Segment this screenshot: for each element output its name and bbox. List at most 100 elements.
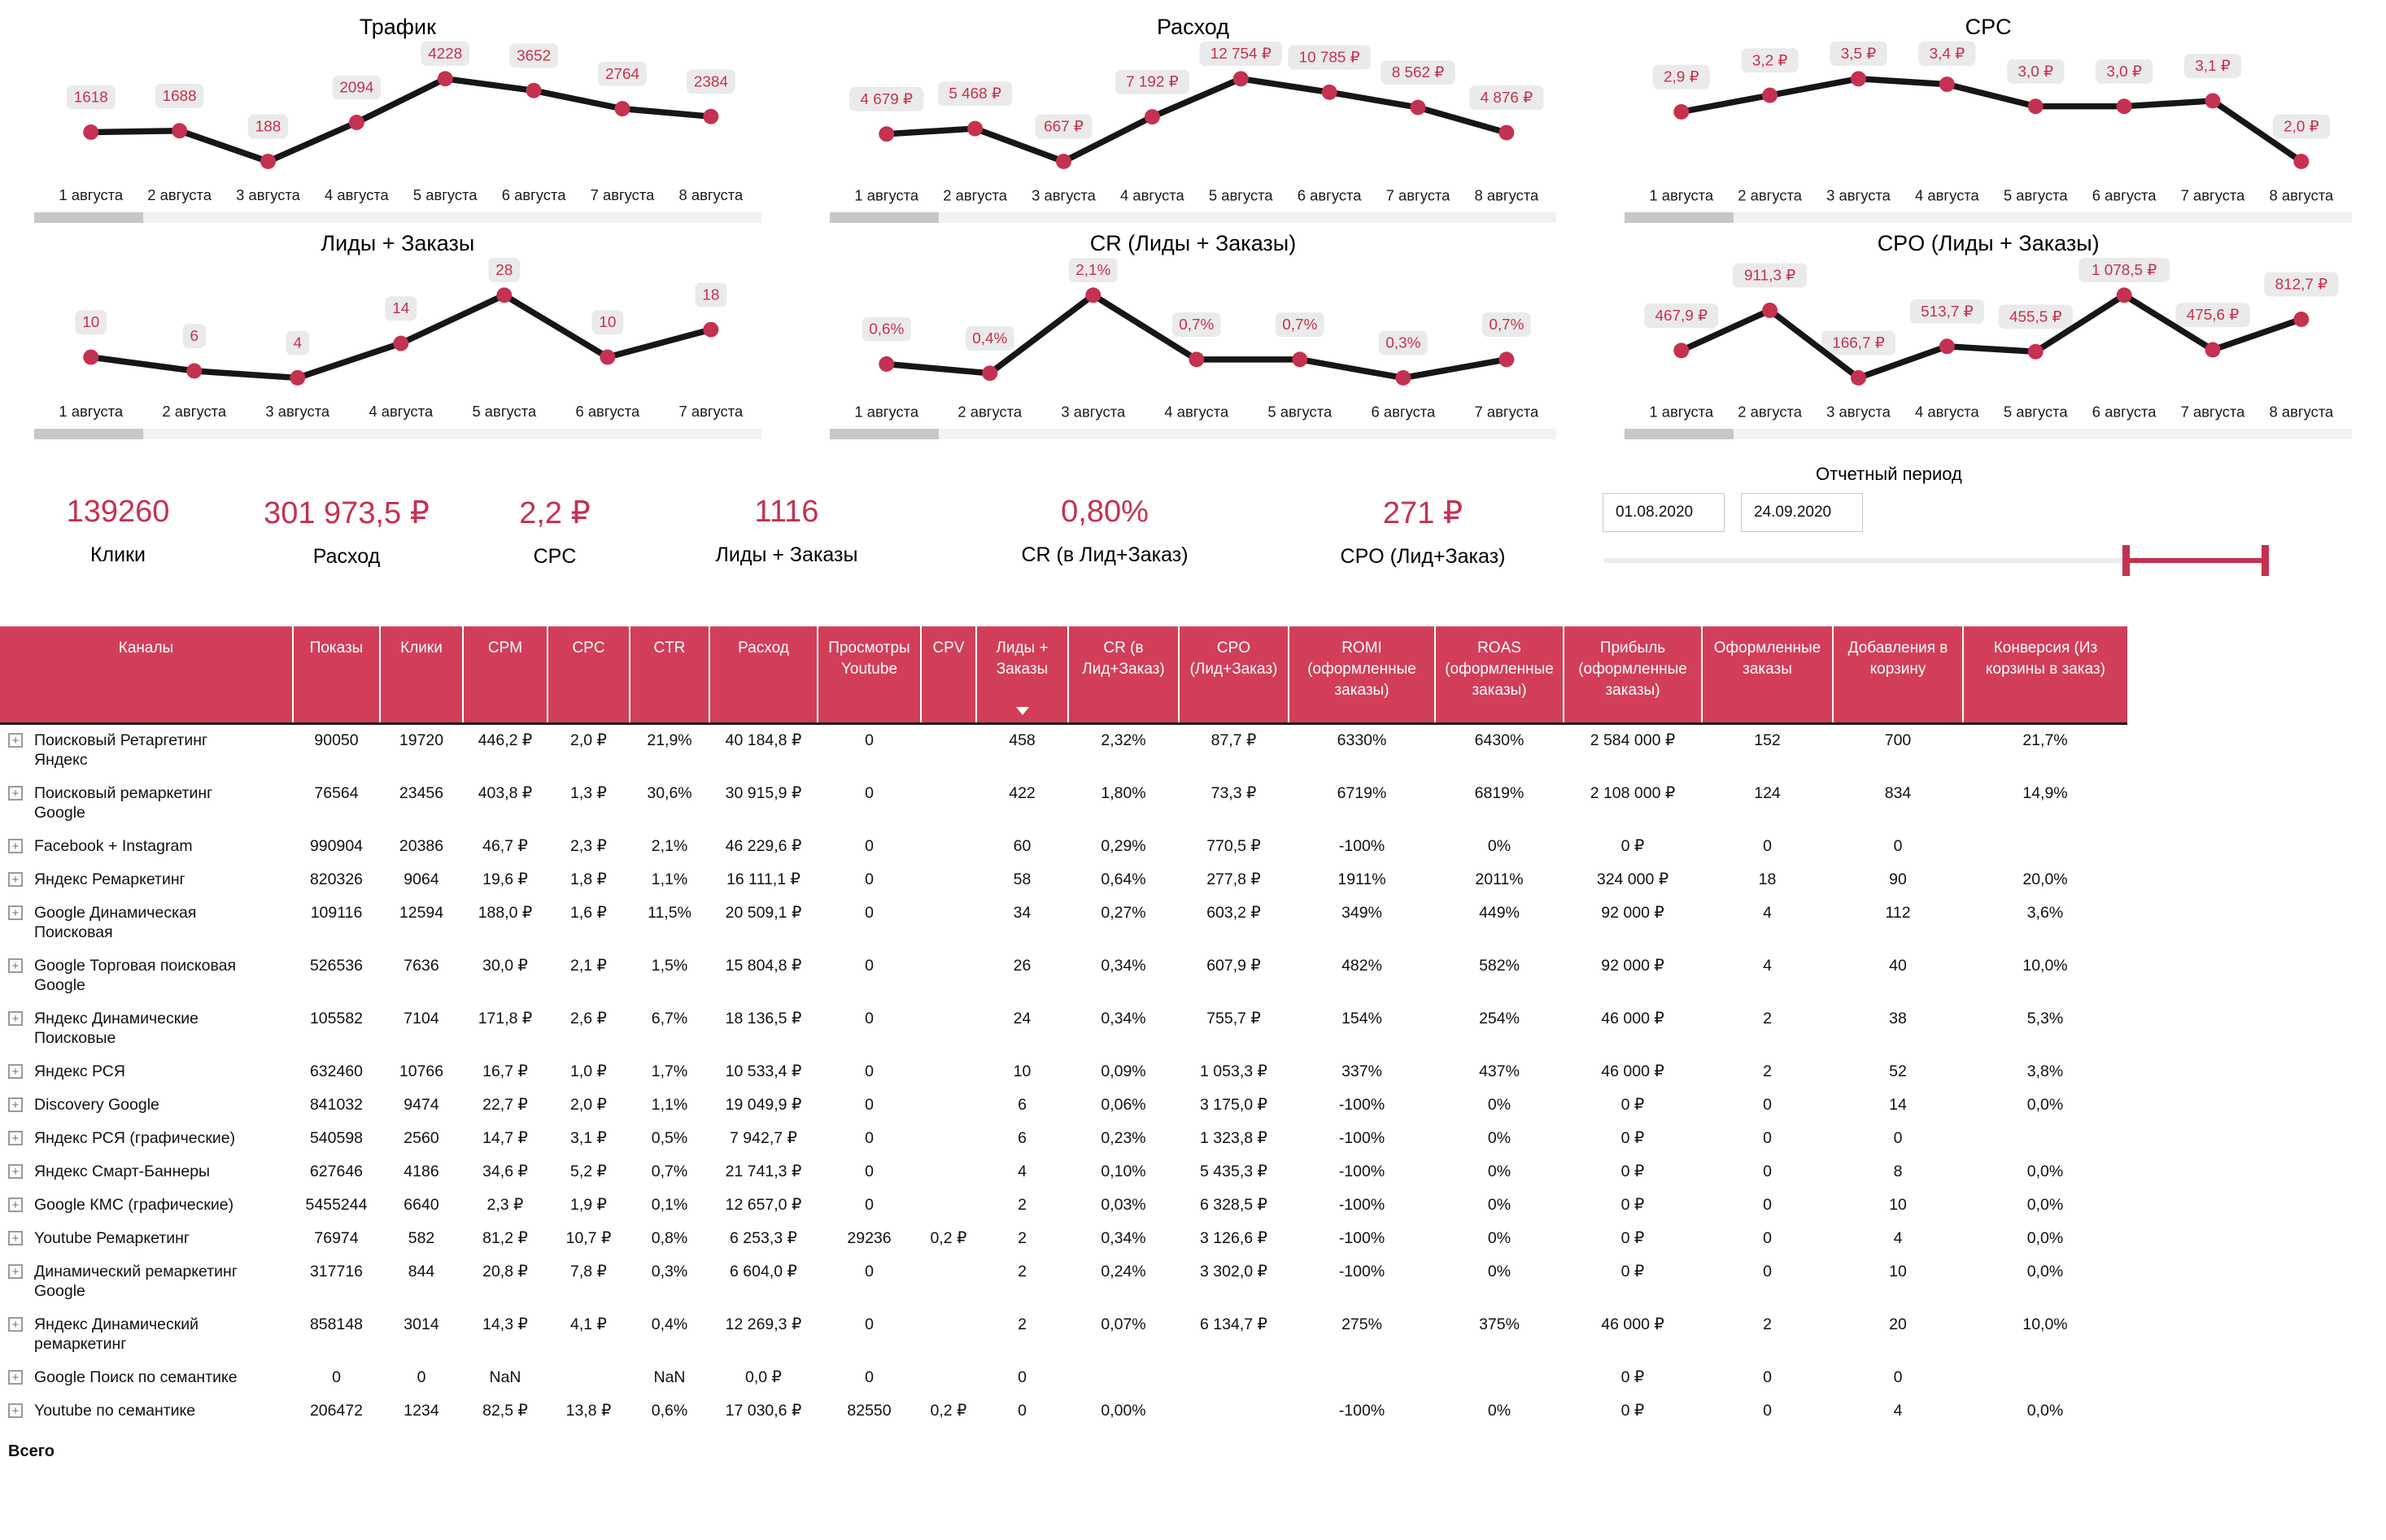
expand-row-icon[interactable]: + <box>8 786 23 801</box>
data-label-pill <box>1652 64 1711 89</box>
data-label-pill <box>332 75 382 100</box>
cell: 0 <box>1763 1263 1772 1281</box>
chart-scrollbar-thumb[interactable] <box>829 212 939 224</box>
column-header-13[interactable]: ROAS (оформленные заказы) <box>1434 626 1564 726</box>
expand-row-icon[interactable]: + <box>8 872 23 888</box>
column-header-2[interactable]: Клики <box>379 626 463 726</box>
cell: 0,64% <box>1101 870 1146 889</box>
date-to-input[interactable] <box>1741 493 1863 533</box>
expand-row-icon[interactable]: + <box>8 1097 23 1113</box>
expand-row-icon[interactable]: + <box>8 1131 23 1146</box>
expand-row-icon[interactable]: + <box>8 1231 23 1246</box>
cell: 10,7 ₽ <box>565 1229 612 1248</box>
cell: 206472 <box>309 1402 364 1420</box>
chart-scrollbar-thumb[interactable] <box>34 429 144 440</box>
expand-row-icon[interactable]: + <box>8 839 23 854</box>
column-header-16[interactable]: Добавления в корзину <box>1832 626 1963 726</box>
chart-scrollbar[interactable] <box>1625 212 2352 224</box>
chart-scrollbar[interactable] <box>829 429 1557 440</box>
expand-row-icon[interactable]: + <box>8 733 23 748</box>
expand-row-icon[interactable]: + <box>8 1198 23 1213</box>
sort-desc-icon[interactable] <box>1015 707 1029 716</box>
column-header-10[interactable]: CR (в Лид+Заказ) <box>1067 626 1179 726</box>
data-label-pill <box>1171 312 1221 338</box>
expand-row-icon[interactable]: + <box>8 1264 23 1280</box>
report-period-filter: Отчетный период <box>1557 459 2386 602</box>
column-header-14[interactable]: Прибыль (оформленные заказы) <box>1563 626 1702 726</box>
column-header-12[interactable]: ROMI (оформленные заказы) <box>1288 626 1435 726</box>
slider-handle-right[interactable] <box>2262 545 2269 577</box>
chart-scrollbar[interactable] <box>1625 429 2352 440</box>
chart-traffic: Трафик 1618 1688 188 2094 4228 3652 2764 2384 1 а… <box>0 7 796 224</box>
cell <box>1435 1429 1564 1469</box>
cell: 0% <box>1487 1263 1511 1281</box>
column-header-17[interactable]: Конверсия (Из корзины в заказ) <box>1962 626 2127 726</box>
column-header-11[interactable]: CPO (Лид+Заказ) <box>1178 626 1289 726</box>
table-row: + Яндекс Динамические Поисковые 105582 7104… <box>0 1003 2127 1056</box>
cell: 46 000 ₽ <box>1601 1315 1664 1334</box>
cell: 0 <box>1763 1368 1772 1387</box>
data-label-pill <box>1199 41 1282 66</box>
data-point <box>186 363 203 379</box>
expand-row-icon[interactable]: + <box>8 1011 23 1027</box>
cell: 458 <box>1009 731 1036 750</box>
cell: -100% <box>1338 1402 1385 1420</box>
data-label: 2094 <box>339 80 373 97</box>
cell: 841032 <box>309 1096 364 1115</box>
x-axis-label: 5 августа <box>2004 403 2069 420</box>
cell: 188,0 ₽ <box>478 904 533 923</box>
slider-handle-left[interactable] <box>2122 545 2130 577</box>
data-point <box>1762 303 1778 319</box>
cell: 0,0% <box>2026 1163 2064 1181</box>
x-axis-label: 3 августа <box>265 403 330 420</box>
chart-scrollbar[interactable] <box>34 429 761 440</box>
cell: 3,6% <box>2026 904 2064 923</box>
expand-row-icon[interactable]: + <box>8 1317 23 1333</box>
x-axis-label: 8 августа <box>2270 403 2335 420</box>
cell <box>921 1056 976 1089</box>
cell: 4 <box>1763 957 1772 975</box>
expand-row-icon[interactable]: + <box>8 1164 23 1180</box>
cell: 0 ₽ <box>1620 1129 1645 1148</box>
expand-row-icon[interactable]: + <box>8 905 23 921</box>
date-range-slider[interactable] <box>1604 545 2269 577</box>
chart-scrollbar[interactable] <box>829 212 1557 224</box>
column-header-channels[interactable]: Каналы <box>0 626 293 726</box>
column-header-7[interactable]: Просмотры Youtube <box>817 626 921 726</box>
column-header-6[interactable]: Расход <box>709 626 818 726</box>
channel-name: Яндекс РСЯ (графические) <box>34 1129 236 1148</box>
cell: -100% <box>1338 1096 1385 1115</box>
column-header-5[interactable]: CTR <box>629 626 709 726</box>
chart-scrollbar-thumb[interactable] <box>829 429 939 440</box>
cell: 0 <box>865 1315 874 1334</box>
cell: 152 <box>1754 731 1781 750</box>
cell: 6640 <box>403 1196 439 1215</box>
expand-row-icon[interactable]: + <box>8 1370 23 1385</box>
chart-scrollbar[interactable] <box>34 212 761 224</box>
data-point <box>1851 370 1867 386</box>
expand-row-icon[interactable]: + <box>8 958 23 974</box>
cell <box>1289 1429 1435 1469</box>
data-label: 10 785 ₽ <box>1298 50 1359 67</box>
expand-row-icon[interactable]: + <box>8 1403 23 1419</box>
line-chart-svg: 4 679 ₽ 5 468 ₽ 667 ₽ 7 192 ₽ 12 754 ₽ 10 785… <box>848 41 1544 203</box>
data-point <box>2293 153 2310 169</box>
channel-cell: + Яндекс Динамический ремаркетинг <box>0 1309 293 1362</box>
chart-scrollbar-thumb[interactable] <box>1625 212 1734 224</box>
cell: 277,8 ₽ <box>1206 870 1261 889</box>
column-header-15[interactable]: Оформленные заказы <box>1701 626 1833 726</box>
column-header-3[interactable]: CPM <box>462 626 547 726</box>
column-header-9[interactable]: Лиды + Заказы <box>975 626 1068 726</box>
cell: 0% <box>1487 1163 1511 1181</box>
expand-row-icon[interactable]: + <box>8 1064 23 1080</box>
column-header-4[interactable]: CPC <box>547 626 630 726</box>
column-header-8[interactable]: CPV <box>920 626 976 726</box>
chart-scrollbar-thumb[interactable] <box>34 212 144 224</box>
cell <box>1564 1429 1702 1469</box>
date-from-input[interactable] <box>1603 493 1725 533</box>
slider-range[interactable] <box>2122 545 2269 577</box>
cell: 0 <box>1763 837 1772 856</box>
chart-scrollbar-thumb[interactable] <box>1625 429 1734 440</box>
column-header-1[interactable]: Показы <box>292 626 380 726</box>
cell: 1,0 ₽ <box>570 1062 607 1081</box>
